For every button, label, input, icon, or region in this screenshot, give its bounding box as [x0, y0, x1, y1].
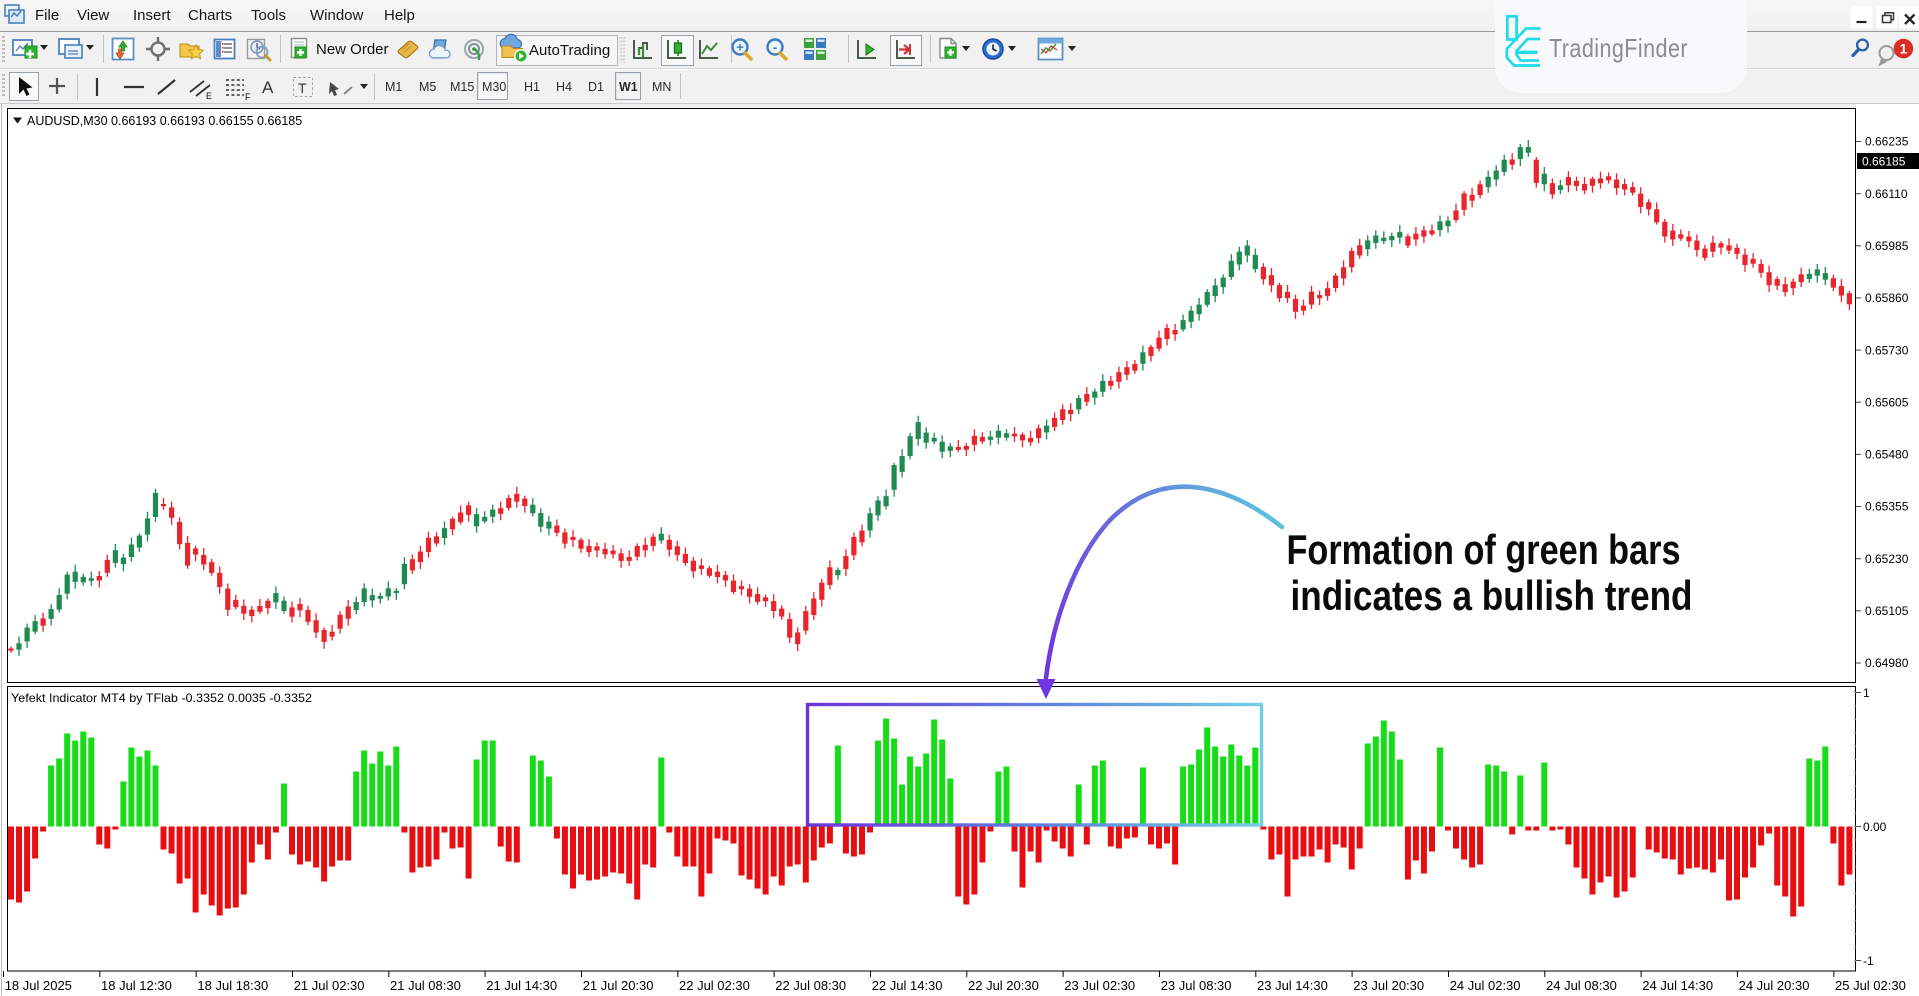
svg-text:0.65985: 0.65985 [1865, 239, 1909, 253]
svg-text:24 Jul 20:30: 24 Jul 20:30 [1739, 978, 1810, 993]
svg-text:22 Jul 02:30: 22 Jul 02:30 [679, 978, 750, 993]
svg-text:24 Jul 02:30: 24 Jul 02:30 [1450, 978, 1521, 993]
svg-text:18 Jul 18:30: 18 Jul 18:30 [197, 978, 268, 993]
svg-text:22 Jul 08:30: 22 Jul 08:30 [775, 978, 846, 993]
svg-text:0.65230: 0.65230 [1865, 552, 1909, 566]
svg-text:22 Jul 20:30: 22 Jul 20:30 [968, 978, 1039, 993]
svg-text:21 Jul 02:30: 21 Jul 02:30 [294, 978, 365, 993]
svg-text:0.64980: 0.64980 [1865, 656, 1909, 670]
svg-text:1: 1 [1900, 40, 1908, 56]
svg-text:23 Jul 14:30: 23 Jul 14:30 [1257, 978, 1328, 993]
svg-text:0.65605: 0.65605 [1865, 395, 1909, 409]
svg-text:TradingFinder: TradingFinder [1549, 33, 1688, 63]
svg-text:1: 1 [1863, 686, 1870, 700]
svg-text:-: - [773, 40, 777, 55]
svg-text:0.65480: 0.65480 [1865, 448, 1909, 462]
svg-text:0.65730: 0.65730 [1865, 343, 1909, 357]
svg-text:AutoTrading: AutoTrading [529, 42, 610, 59]
svg-text:New Order: New Order [316, 41, 389, 58]
svg-text:24 Jul 14:30: 24 Jul 14:30 [1642, 978, 1713, 993]
svg-text:24 Jul 08:30: 24 Jul 08:30 [1546, 978, 1617, 993]
svg-text:21 Jul 08:30: 21 Jul 08:30 [390, 978, 461, 993]
svg-text:-1: -1 [1863, 954, 1874, 968]
svg-text:21 Jul 14:30: 21 Jul 14:30 [486, 978, 557, 993]
svg-text:18 Jul 12:30: 18 Jul 12:30 [101, 978, 172, 993]
svg-text:23 Jul 08:30: 23 Jul 08:30 [1161, 978, 1232, 993]
svg-text:E: E [206, 91, 212, 101]
svg-text:F: F [245, 92, 251, 102]
svg-text:0.66110: 0.66110 [1865, 187, 1908, 201]
svg-text:T: T [298, 80, 307, 96]
svg-text:0.66235: 0.66235 [1865, 135, 1909, 149]
svg-text:22 Jul 14:30: 22 Jul 14:30 [872, 978, 943, 993]
svg-text:indicates a bullish trend: indicates a bullish trend [1291, 572, 1693, 619]
svg-text:Yefekt Indicator MT4 by TFlab: Yefekt Indicator MT4 by TFlab -0.3352 0.… [11, 691, 312, 705]
svg-text:+: + [736, 40, 744, 55]
svg-text:0.66185: 0.66185 [1862, 155, 1906, 169]
svg-text:23 Jul 20:30: 23 Jul 20:30 [1353, 978, 1424, 993]
svg-text:25 Jul 02:30: 25 Jul 02:30 [1835, 978, 1906, 993]
svg-text:0.65860: 0.65860 [1865, 291, 1909, 305]
svg-text:0.00: 0.00 [1863, 820, 1887, 834]
svg-text:0.65105: 0.65105 [1865, 604, 1909, 618]
svg-text:AUDUSD,M30 0.66193 0.66193 0: AUDUSD,M30 0.66193 0.66193 0.66155 0.661… [27, 114, 302, 128]
svg-text:A: A [262, 78, 274, 97]
svg-text:18 Jul 2025: 18 Jul 2025 [5, 978, 72, 993]
svg-text:23 Jul 02:30: 23 Jul 02:30 [1064, 978, 1135, 993]
svg-text:21 Jul 20:30: 21 Jul 20:30 [583, 978, 654, 993]
svg-text:Formation of green bars: Formation of green bars [1287, 526, 1681, 573]
svg-text:0.65355: 0.65355 [1865, 500, 1909, 514]
